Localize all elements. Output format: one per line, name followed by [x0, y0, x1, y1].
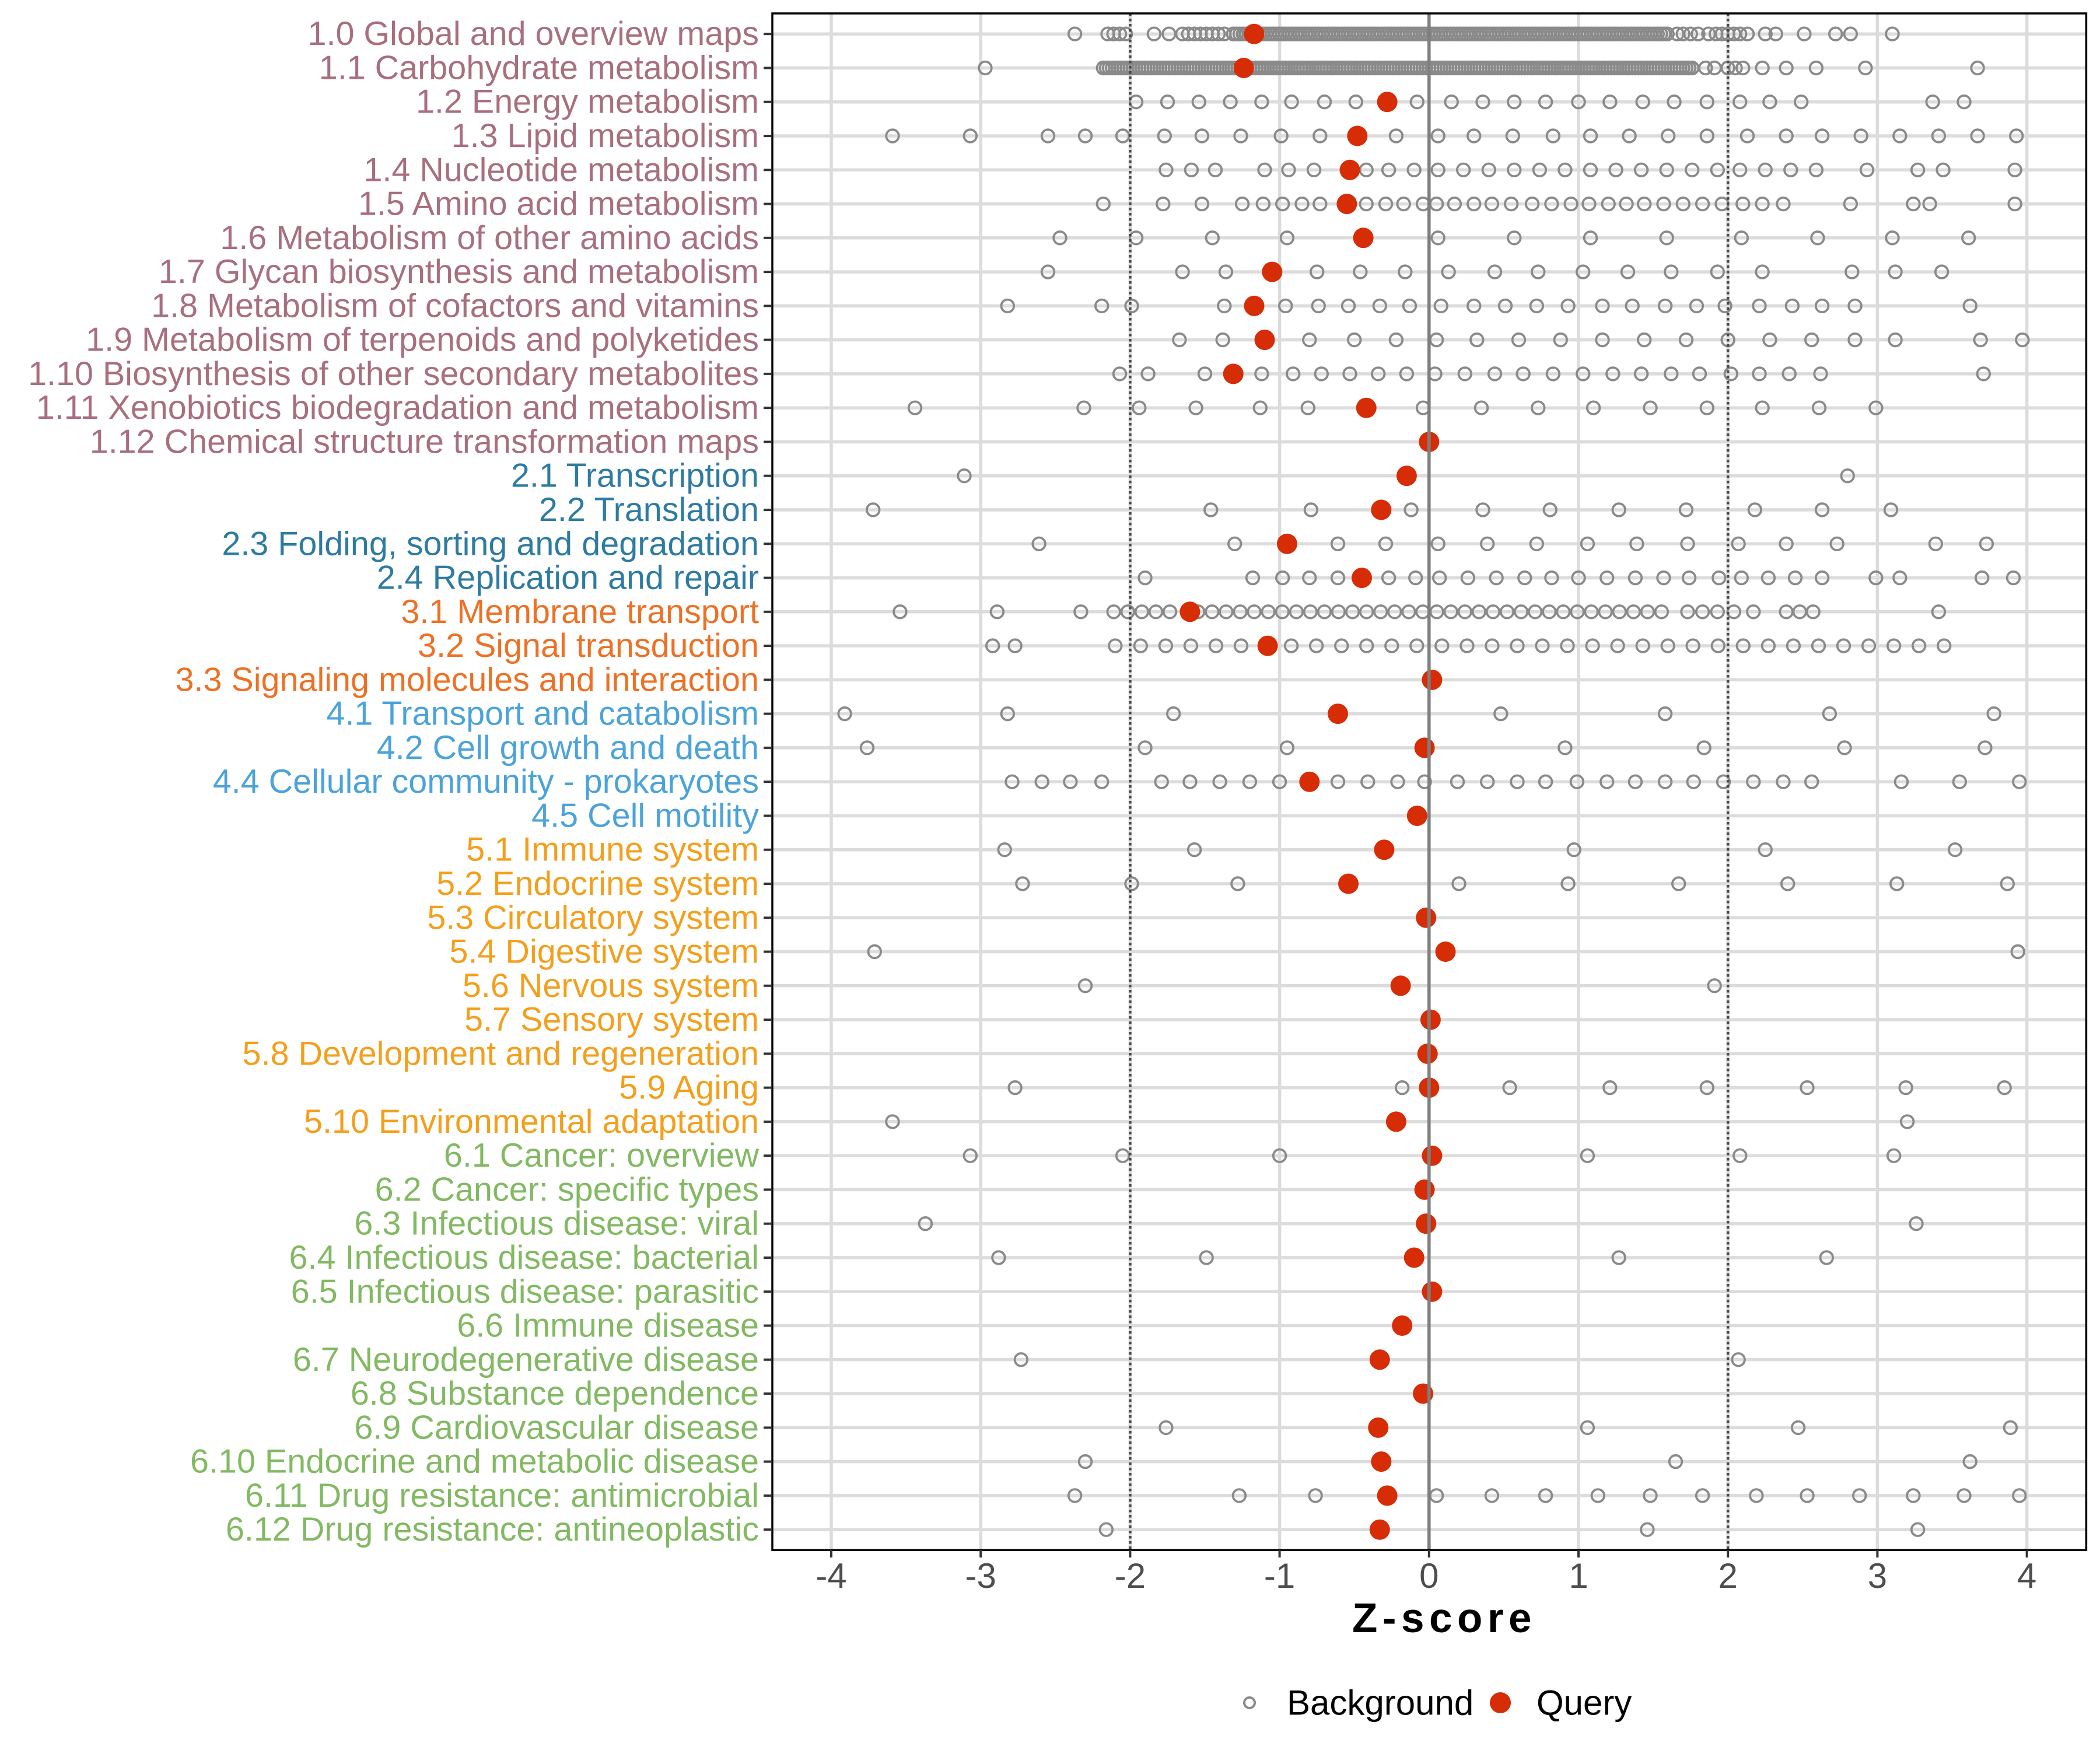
svg-text:0: 0: [1419, 1556, 1438, 1595]
svg-text:3.3 Signaling molecules and in: 3.3 Signaling molecules and interaction: [176, 661, 760, 698]
svg-text:Query: Query: [1536, 1684, 1632, 1723]
svg-text:3.1 Membrane transport: 3.1 Membrane transport: [401, 593, 759, 631]
svg-text:-3: -3: [965, 1556, 996, 1595]
svg-text:1.2 Energy metabolism: 1.2 Energy metabolism: [416, 83, 759, 121]
svg-text:5.8 Development and regenerati: 5.8 Development and regeneration: [243, 1035, 759, 1072]
svg-text:2: 2: [1718, 1556, 1738, 1595]
svg-text:2.2 Translation: 2.2 Translation: [539, 491, 759, 528]
svg-text:1.0 Global and overview maps: 1.0 Global and overview maps: [308, 15, 759, 52]
svg-text:1.4 Nucleotide metabolism: 1.4 Nucleotide metabolism: [363, 151, 759, 188]
svg-text:1.5 Amino acid metabolism: 1.5 Amino acid metabolism: [358, 186, 759, 223]
svg-text:1.11 Xenobiotics biodegradatio: 1.11 Xenobiotics biodegradation and meta…: [36, 389, 759, 426]
svg-text:6.11 Drug resistance: antimicr: 6.11 Drug resistance: antimicrobial: [245, 1477, 759, 1514]
svg-text:1.10 Biosynthesis of other sec: 1.10 Biosynthesis of other secondary met…: [28, 355, 759, 393]
svg-text:6.8 Substance dependence: 6.8 Substance dependence: [351, 1375, 759, 1412]
svg-text:1.3 Lipid metabolism: 1.3 Lipid metabolism: [452, 117, 759, 155]
svg-text:2.4 Replication and repair: 2.4 Replication and repair: [377, 559, 759, 597]
svg-text:4.5 Cell motility: 4.5 Cell motility: [531, 797, 759, 835]
svg-text:6.10 Endocrine and metabolic d: 6.10 Endocrine and metabolic disease: [190, 1443, 759, 1480]
svg-text:1.8 Metabolism of cofactors an: 1.8 Metabolism of cofactors and vitamins: [151, 287, 759, 324]
svg-text:1.12 Chemical structure transf: 1.12 Chemical structure transformation m…: [90, 424, 759, 461]
svg-text:1.9 Metabolism of terpenoids a: 1.9 Metabolism of terpenoids and polyket…: [86, 321, 759, 359]
svg-text:6.9 Cardiovascular disease: 6.9 Cardiovascular disease: [354, 1409, 759, 1446]
svg-text:2.3 Folding, sorting and degra: 2.3 Folding, sorting and degradation: [222, 525, 759, 562]
svg-text:4.2 Cell growth and death: 4.2 Cell growth and death: [377, 729, 759, 766]
svg-text:5.3 Circulatory system: 5.3 Circulatory system: [427, 899, 759, 936]
svg-text:6.5 Infectious disease: parasi: 6.5 Infectious disease: parasitic: [291, 1273, 759, 1310]
svg-text:1.7 Glycan biosynthesis and me: 1.7 Glycan biosynthesis and metabolism: [159, 253, 759, 290]
svg-text:6.7 Neurodegenerative disease: 6.7 Neurodegenerative disease: [293, 1341, 759, 1378]
svg-text:1.1 Carbohydrate metabolism: 1.1 Carbohydrate metabolism: [319, 50, 759, 87]
svg-text:6.6 Immune disease: 6.6 Immune disease: [457, 1307, 759, 1345]
svg-text:1.6 Metabolism of other amino: 1.6 Metabolism of other amino acids: [220, 219, 759, 257]
svg-text:4.1 Transport and catabolism: 4.1 Transport and catabolism: [326, 695, 759, 733]
svg-text:2.1 Transcription: 2.1 Transcription: [511, 457, 759, 495]
svg-text:1: 1: [1569, 1556, 1588, 1595]
svg-text:6.4 Infectious disease: bacter: 6.4 Infectious disease: bacterial: [289, 1239, 759, 1276]
svg-text:Background: Background: [1287, 1684, 1474, 1723]
svg-text:5.1 Immune system: 5.1 Immune system: [466, 831, 759, 869]
svg-text:4.4 Cellular community - proka: 4.4 Cellular community - prokaryotes: [213, 763, 759, 800]
svg-text:4: 4: [2017, 1556, 2036, 1595]
svg-text:-2: -2: [1115, 1556, 1146, 1595]
svg-text:3: 3: [1868, 1556, 1887, 1595]
svg-text:5.6 Nervous system: 5.6 Nervous system: [463, 967, 759, 1005]
svg-text:3.2 Signal transduction: 3.2 Signal transduction: [418, 627, 759, 664]
svg-text:6.3 Infectious disease: viral: 6.3 Infectious disease: viral: [354, 1205, 759, 1242]
svg-text:5.2 Endocrine system: 5.2 Endocrine system: [436, 865, 759, 902]
svg-text:5.10 Environmental adaptation: 5.10 Environmental adaptation: [304, 1103, 759, 1140]
svg-text:-1: -1: [1264, 1556, 1295, 1595]
svg-text:Z-score: Z-score: [1352, 1595, 1536, 1642]
svg-text:5.4 Digestive system: 5.4 Digestive system: [450, 933, 759, 971]
svg-text:6.1 Cancer: overview: 6.1 Cancer: overview: [444, 1137, 760, 1174]
svg-text:6.12 Drug resistance: antineop: 6.12 Drug resistance: antineoplastic: [226, 1511, 759, 1548]
svg-text:-4: -4: [816, 1556, 846, 1595]
svg-text:5.9 Aging: 5.9 Aging: [619, 1069, 759, 1107]
svg-text:5.7 Sensory system: 5.7 Sensory system: [464, 1001, 759, 1038]
svg-text:6.2 Cancer: specific types: 6.2 Cancer: specific types: [375, 1171, 759, 1208]
